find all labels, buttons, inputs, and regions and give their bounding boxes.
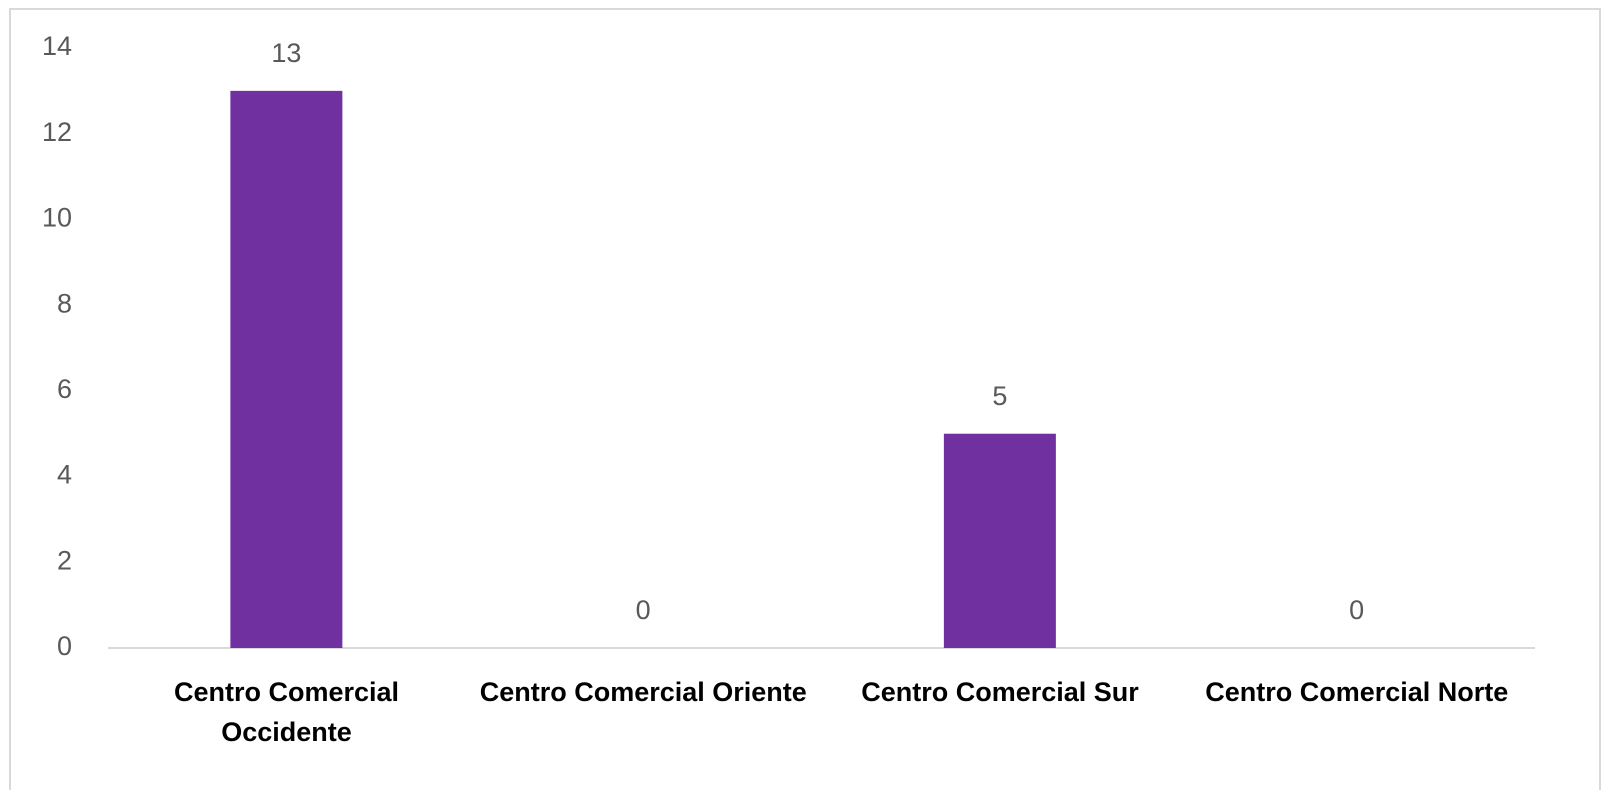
bar [230,90,343,649]
x-tick-label: Centro Comercial Norte [1205,677,1509,707]
data-label: 0 [1349,595,1364,625]
data-label: 13 [271,38,301,68]
x-tick-label: Centro Comercial Occidente [173,677,400,747]
y-tick-label: 8 [57,288,72,318]
data-label: 0 [636,595,651,625]
y-tick-label: 2 [57,545,72,575]
bar [943,433,1056,648]
y-tick-label: 0 [57,631,72,661]
y-tick-label: 12 [42,117,72,147]
data-label: 5 [992,381,1007,411]
x-tick-label: Centro Comercial Sur [861,677,1139,707]
y-tick-label: 14 [42,31,72,61]
y-tick-label: 10 [42,203,72,233]
y-tick-label: 4 [57,460,72,490]
x-tick-label: Centro Comercial Oriente [479,677,807,707]
y-tick-label: 6 [57,374,72,404]
